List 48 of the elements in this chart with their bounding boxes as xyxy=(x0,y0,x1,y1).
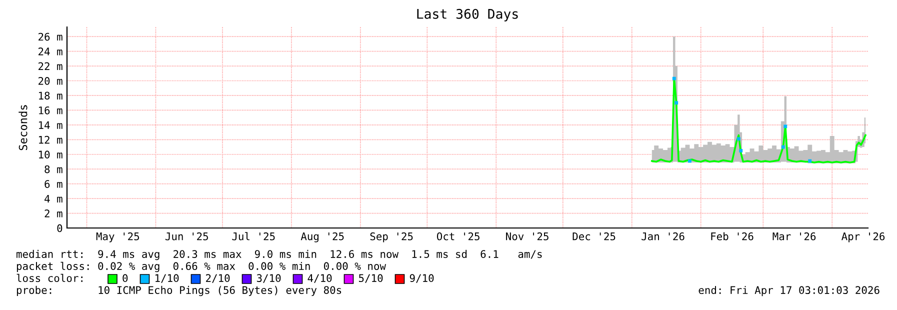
y-tick-label: 10 m xyxy=(39,150,62,159)
y-axis-title: Seconds xyxy=(18,105,28,150)
y-tick-label: 24 m xyxy=(38,48,62,56)
y-tick-label: 4 m xyxy=(44,194,62,203)
x-tick-label: Jan '26 xyxy=(642,232,684,240)
legend-title: loss color: xyxy=(16,274,82,282)
legend-label: 4/10 xyxy=(308,274,332,283)
legend-label: 9/10 xyxy=(410,274,434,283)
y-tick-label: 18 m xyxy=(39,92,62,100)
x-tick-label: Dec '25 xyxy=(572,232,616,240)
line-series xyxy=(650,78,866,164)
point xyxy=(688,159,692,163)
x-tick-label: Apr '26 xyxy=(842,232,885,242)
text: packet loss: 0.02 % avg 0.66 % max 0.00 % min 0.00 % now xyxy=(16,262,386,272)
y-tick-label: 8 m xyxy=(44,165,62,174)
text: probe: 10 ICMP Echo Pings (56 Bytes) every 80s xyxy=(16,286,342,296)
point xyxy=(808,159,812,163)
x-tick-label: Jul '25 xyxy=(232,232,275,240)
x-tick-label: Sep '25 xyxy=(370,232,413,242)
legend-label: 1/10 xyxy=(156,274,179,283)
y-tick-label: 16 m xyxy=(39,106,62,114)
legend-label: 5/10 xyxy=(358,274,383,283)
point xyxy=(739,148,743,152)
x-tick-label: May '25 xyxy=(96,232,140,242)
legend-label: 2/10 xyxy=(206,274,230,283)
y-tick-label: 14 m xyxy=(39,121,62,129)
y-tick-label: 0 xyxy=(57,224,62,232)
text: median rtt: 9.4 ms avg 20.3 ms max 9.0 ms min 12.6 ms now 1.5 ms sd 6.1 am/s xyxy=(16,250,542,260)
y-tick-label: 20 m xyxy=(38,77,62,85)
y-tick-label: 2 m xyxy=(44,210,62,218)
y-tick-label: 26 m xyxy=(38,32,62,41)
point xyxy=(674,101,678,105)
x-tick-label: Jun '25 xyxy=(165,232,208,240)
text: end: Fri Apr 17 03:01:03 2026 xyxy=(698,286,880,296)
x-tick-label: Nov '25 xyxy=(506,232,548,240)
x-tick-label: Oct '25 xyxy=(436,232,480,240)
legend-label: 0 xyxy=(122,274,128,282)
chart-title: Last 360 Days xyxy=(417,8,518,22)
y-tick-label: 6 m xyxy=(44,180,62,188)
point xyxy=(784,124,788,128)
x-tick-label: Aug '25 xyxy=(300,232,344,242)
x-tick-label: Feb '26 xyxy=(711,232,754,240)
point xyxy=(672,76,676,80)
x-tick-label: Mar '26 xyxy=(772,232,816,240)
point xyxy=(781,145,785,149)
legend-label: 3/10 xyxy=(256,274,281,283)
y-tick-label: 22 m xyxy=(38,62,62,70)
y-tick-label: 12 m xyxy=(39,136,62,144)
